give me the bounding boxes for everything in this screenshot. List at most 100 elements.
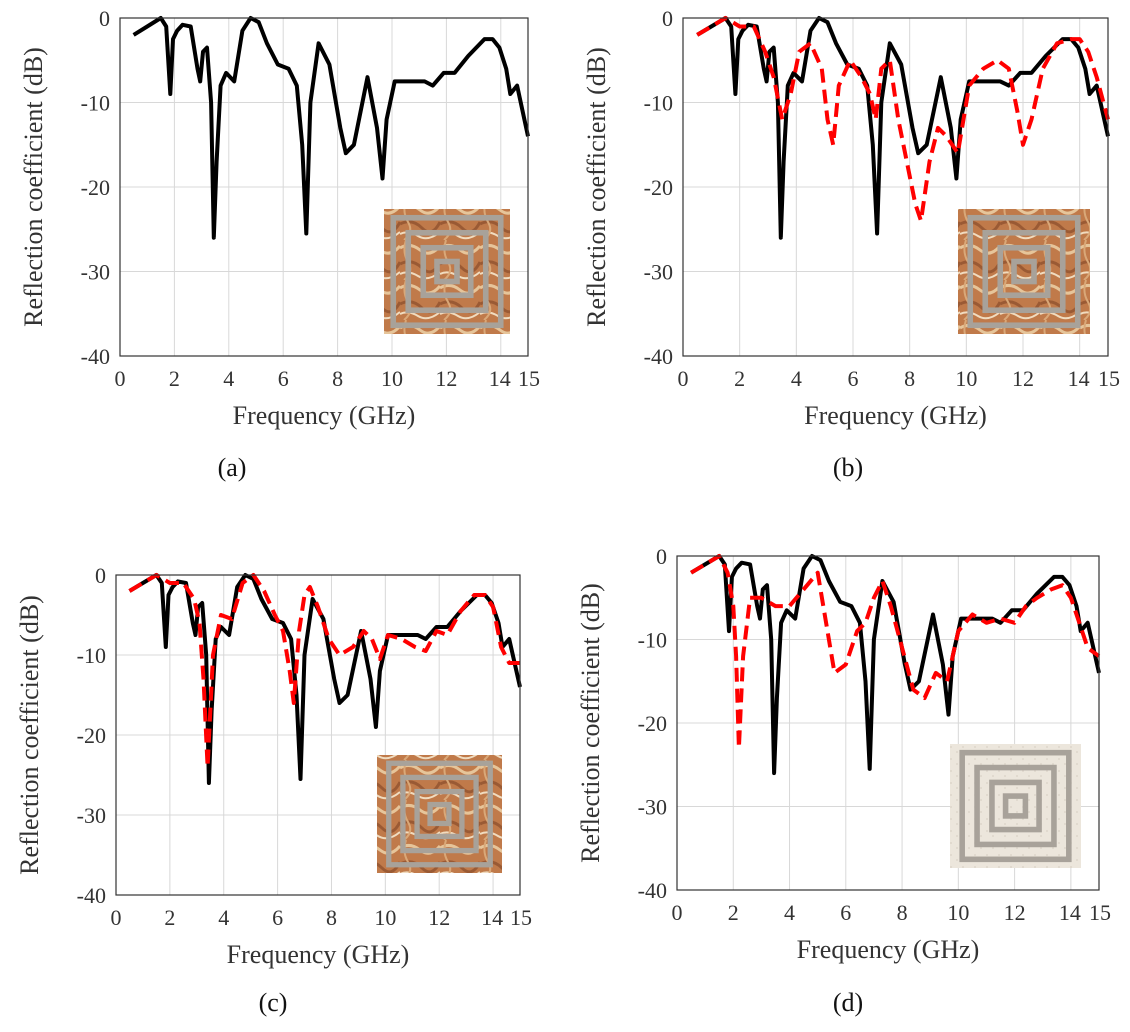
y-axis-title: Reflection coefficient (dB): [576, 583, 605, 863]
y-tick-label: -30: [638, 795, 667, 820]
x-tick-label: 14: [1068, 366, 1090, 391]
y-tick-label: -10: [77, 643, 106, 668]
x-tick-label: 6: [848, 366, 859, 391]
x-tick-label: 4: [218, 905, 229, 930]
y-tick-label: 0: [656, 544, 667, 569]
x-tick-label: 6: [272, 905, 283, 930]
inset-square-loop: [989, 779, 1042, 833]
axis-box: [676, 555, 1100, 891]
x-tick-label: 2: [734, 366, 745, 391]
y-tick-label: 0: [662, 6, 673, 31]
x-tick-label: 15: [1089, 900, 1111, 925]
chart-panel-a: 0 2 4 6 8 10 12 14 15 0 -10 -20 -30 -40 Frequency (GHz…: [19, 6, 540, 482]
x-tick-label: 6: [278, 366, 289, 391]
panel-caption: (b): [833, 453, 863, 482]
inset-photo: [384, 209, 510, 334]
y-axis-title: Reflection coefficient (dB): [15, 595, 44, 875]
inset-substrate: [950, 744, 1081, 868]
y-tick-label: -20: [77, 723, 106, 748]
series-line-dashed: [128, 573, 520, 769]
x-tick-label: 12: [1012, 366, 1034, 391]
x-tick-label: 4: [784, 900, 795, 925]
x-tick-label: 4: [223, 366, 234, 391]
x-tick-label: 2: [728, 900, 739, 925]
y-tick-label: -20: [81, 175, 110, 200]
chart-panel-b: 0 2 4 6 8 10 12 14 15 0 -10 -20 -30 -40 Frequency (GHz…: [582, 6, 1120, 482]
panel-caption: (c): [259, 988, 288, 1017]
series-line-solid: [696, 16, 1110, 240]
axis-box: [115, 574, 521, 896]
series-line-solid: [132, 16, 530, 240]
inset-square-loop: [420, 244, 474, 299]
inset-square-loop: [400, 774, 479, 854]
y-tick-label: 0: [99, 6, 110, 31]
series-line-solid: [128, 573, 522, 785]
inset-photo: [958, 209, 1090, 334]
panel-caption: (a): [218, 453, 247, 482]
axis-box: [119, 17, 529, 357]
x-tick-label: 8: [332, 366, 343, 391]
inset-square-loop: [434, 258, 460, 285]
y-axis-title: Reflection coefficient (dB): [582, 47, 611, 327]
series-line-solid: [690, 554, 1101, 776]
series-line-dashed: [690, 554, 1101, 750]
inset-square-loop: [390, 214, 504, 329]
inset-square-loop: [959, 749, 1072, 863]
inset-square-loop: [414, 788, 465, 840]
x-tick-label: 14: [481, 905, 503, 930]
inset-square-loop: [1002, 793, 1029, 819]
x-tick-label: 12: [428, 905, 450, 930]
x-tick-label: 8: [904, 366, 915, 391]
inset-square-loop: [1011, 258, 1037, 285]
y-tick-label: -10: [81, 91, 110, 116]
x-tick-label: 10: [955, 366, 977, 391]
x-tick-label: 0: [115, 366, 126, 391]
x-tick-label: 0: [111, 905, 122, 930]
y-tick-label: -30: [77, 803, 106, 828]
y-tick-label: -10: [638, 628, 667, 653]
axis-box: [682, 17, 1109, 357]
x-tick-label: 12: [435, 366, 457, 391]
inset-square-loop: [386, 760, 493, 868]
inset-substrate: [958, 209, 1090, 334]
chart-panel-c: 0 2 4 6 8 10 12 14 15 0 -10 -20 -30 -40 Frequency (GHz…: [15, 563, 532, 1017]
inset-square-loop: [982, 229, 1066, 314]
y-tick-label: -30: [644, 260, 673, 285]
panel-caption: (d): [833, 988, 863, 1017]
y-tick-label: -30: [81, 260, 110, 285]
x-tick-label: 10: [947, 900, 969, 925]
series-line-dashed: [696, 16, 1110, 223]
y-tick-label: -40: [81, 344, 110, 369]
x-tick-label: 4: [791, 366, 802, 391]
x-tick-label: 8: [897, 900, 908, 925]
inset-square-loop: [405, 229, 489, 314]
x-tick-label: 0: [672, 900, 683, 925]
y-axis-title: Reflection coefficient (dB): [19, 47, 48, 327]
y-tick-label: -40: [638, 878, 667, 903]
x-axis-title: Frequency (GHz): [227, 940, 410, 969]
inset-square-loop: [997, 244, 1051, 299]
x-axis-title: Frequency (GHz): [233, 401, 416, 430]
y-tick-label: -10: [644, 91, 673, 116]
x-tick-label: 14: [1059, 900, 1081, 925]
x-tick-label: 10: [381, 366, 403, 391]
y-tick-label: -20: [638, 711, 667, 736]
inset-photo: [377, 755, 502, 873]
inset-square-loop: [427, 801, 452, 827]
y-tick-label: -40: [77, 883, 106, 908]
inset-substrate: [377, 755, 502, 873]
x-tick-label: 14: [489, 366, 511, 391]
chart-panel-d: 0 2 4 6 8 10 12 14 15 0 -10 -20 -30 -40 Frequency (GHz…: [576, 544, 1111, 1017]
x-axis-title: Frequency (GHz): [804, 401, 987, 430]
x-tick-label: 8: [326, 905, 337, 930]
x-tick-label: 15: [510, 905, 532, 930]
inset-photo: [950, 744, 1081, 868]
y-tick-label: -20: [644, 175, 673, 200]
inset-square-loop: [967, 214, 1081, 329]
x-tick-label: 15: [518, 366, 540, 391]
x-tick-label: 12: [1004, 900, 1026, 925]
x-tick-label: 2: [169, 366, 180, 391]
x-tick-label: 0: [678, 366, 689, 391]
